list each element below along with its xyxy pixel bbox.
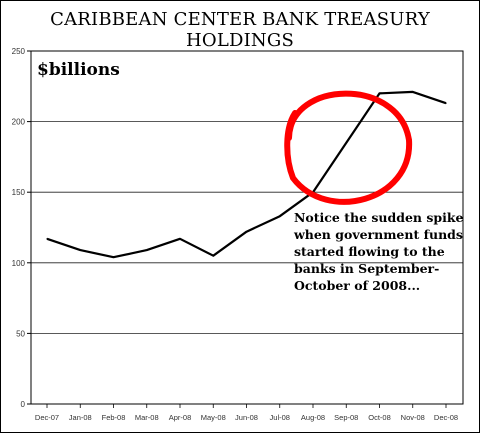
x-tick-label: May-08	[201, 413, 226, 422]
annotation-line: October of 2008...	[294, 278, 421, 293]
spike-annotation: Notice the sudden spike when government …	[294, 209, 474, 294]
x-tick-label: Jun-08	[235, 413, 258, 422]
plot-area-border	[30, 50, 464, 405]
x-tick-label: Mar-08	[135, 413, 159, 422]
x-tick-label: Jan-08	[69, 413, 92, 422]
x-tick-label: Oct-08	[368, 413, 391, 422]
x-tick-label: Sep-08	[334, 413, 358, 422]
data-point	[79, 249, 81, 251]
y-axis-label: $billions	[37, 60, 120, 80]
data-point	[179, 238, 181, 240]
x-tick-label: Feb-08	[102, 413, 126, 422]
x-tick-label: Dec-08	[434, 413, 458, 422]
y-tick-label: 100	[12, 259, 26, 268]
data-point	[412, 91, 414, 93]
data-point	[378, 92, 381, 94]
y-tick-label: 50	[16, 329, 25, 338]
data-point	[212, 255, 214, 257]
y-tick-label: 250	[12, 47, 26, 56]
x-tick-label: Apr-08	[169, 413, 192, 422]
data-point	[146, 249, 148, 251]
annotation-line: banks in September-	[294, 261, 440, 276]
x-tick-label: Dec-07	[35, 413, 59, 422]
highlight-circle	[284, 90, 413, 205]
data-point	[245, 231, 248, 233]
annotation-line: Notice the sudden spike	[294, 210, 464, 225]
y-tick-label: 200	[12, 118, 26, 127]
annotation-line: started flowing to the	[294, 244, 445, 259]
y-tick-label: 150	[12, 188, 26, 197]
x-tick-label: Nov-08	[401, 413, 425, 422]
data-point	[46, 238, 48, 240]
x-tick-label: Jul-08	[270, 413, 290, 422]
data-point	[445, 102, 447, 104]
data-point	[112, 256, 115, 258]
chart-title: CARIBBEAN CENTER BANK TREASURY HOLDINGS	[50, 9, 430, 51]
annotation-line: when government funds	[294, 227, 463, 242]
data-point	[345, 142, 347, 144]
y-tick-label: 0	[21, 400, 26, 409]
data-point	[279, 215, 281, 217]
x-tick-label: Aug-08	[301, 413, 325, 422]
